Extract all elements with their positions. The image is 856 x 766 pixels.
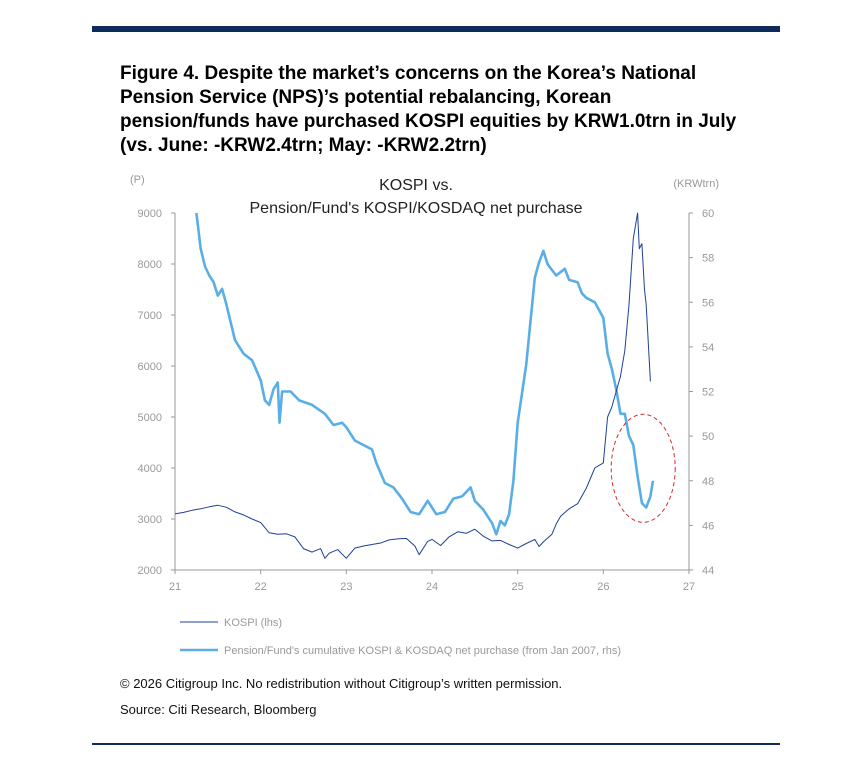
y-left-tick-labels: 9000 8000 7000 6000 5000 4000 3000 2000 (138, 208, 162, 577)
y-left-unit: (P) (130, 174, 145, 186)
x-tick-label: 23 (340, 581, 352, 593)
y-right-tick-label: 48 (702, 476, 714, 488)
x-tick-label: 27 (683, 581, 695, 593)
kospi-pension-chart: KOSPI vs. Pension/Fund's KOSPI/KOSDAQ ne… (130, 174, 719, 657)
chart-title: KOSPI vs. (379, 177, 453, 194)
y-right-tick-label: 46 (702, 520, 714, 532)
x-tick-label: 26 (597, 581, 609, 593)
y-left-tick-label: 8000 (138, 259, 162, 271)
y-right-unit: (KRWtrn) (673, 178, 719, 190)
copyright-notice: © 2026 Citigroup Inc. No redistribution … (120, 676, 563, 691)
source-note: Source: Citi Research, Bloomberg (120, 702, 317, 717)
figure-title: Figure 4. Despite the market’s concerns … (120, 63, 737, 156)
legend-label-pension: Pension/Fund's cumulative KOSPI & KOSDAQ… (224, 645, 621, 657)
x-tick-labels: 21 22 23 24 25 26 27 (169, 581, 695, 593)
y-left-tick-label: 4000 (138, 463, 162, 475)
y-right-tick-label: 44 (702, 565, 714, 577)
legend-label-kospi: KOSPI (lhs) (224, 617, 282, 629)
x-tick-label: 25 (512, 581, 524, 593)
chart-subtitle: Pension/Fund's KOSPI/KOSDAQ net purchase (250, 200, 583, 217)
y-left-tick-label: 2000 (138, 565, 162, 577)
bottom-rule (92, 743, 780, 745)
y-right-tick-label: 52 (702, 387, 714, 399)
y-left-tick-label: 9000 (138, 208, 162, 220)
y-right-tick-label: 56 (702, 297, 714, 309)
y-right-tick-label: 58 (702, 253, 714, 265)
x-tick-label: 24 (426, 581, 438, 593)
y-right-tick-labels: 60 58 56 54 52 50 48 46 44 (702, 208, 714, 577)
highlight-circle (610, 413, 676, 523)
series-line-pension (195, 212, 655, 536)
x-tick-label: 21 (169, 581, 181, 593)
y-right-tick-label: 50 (702, 431, 714, 443)
y-right-tick-label: 60 (702, 208, 714, 220)
y-left-tick-label: 6000 (138, 361, 162, 373)
y-left-tick-label: 7000 (138, 310, 162, 322)
y-left-tick-label: 5000 (138, 412, 162, 424)
y-left-tick-label: 3000 (138, 514, 162, 526)
x-tick-label: 22 (255, 581, 267, 593)
y-right-tick-label: 54 (702, 342, 714, 354)
series-line-kospi (174, 212, 651, 559)
top-rule (92, 26, 780, 32)
